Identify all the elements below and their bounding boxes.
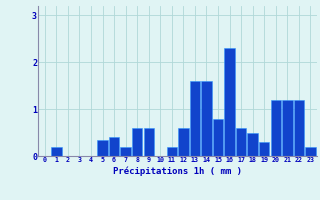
Bar: [282, 100, 292, 156]
X-axis label: Précipitations 1h ( mm ): Précipitations 1h ( mm ): [113, 166, 242, 176]
Bar: [305, 147, 316, 156]
Bar: [271, 100, 281, 156]
Bar: [167, 147, 177, 156]
Bar: [120, 147, 131, 156]
Bar: [97, 140, 108, 156]
Bar: [51, 147, 61, 156]
Bar: [294, 100, 304, 156]
Bar: [190, 81, 200, 156]
Bar: [144, 128, 154, 156]
Bar: [132, 128, 142, 156]
Bar: [109, 137, 119, 156]
Bar: [259, 142, 269, 156]
Bar: [201, 81, 212, 156]
Bar: [178, 128, 188, 156]
Bar: [236, 128, 246, 156]
Bar: [224, 48, 235, 156]
Bar: [247, 133, 258, 156]
Bar: [213, 118, 223, 156]
